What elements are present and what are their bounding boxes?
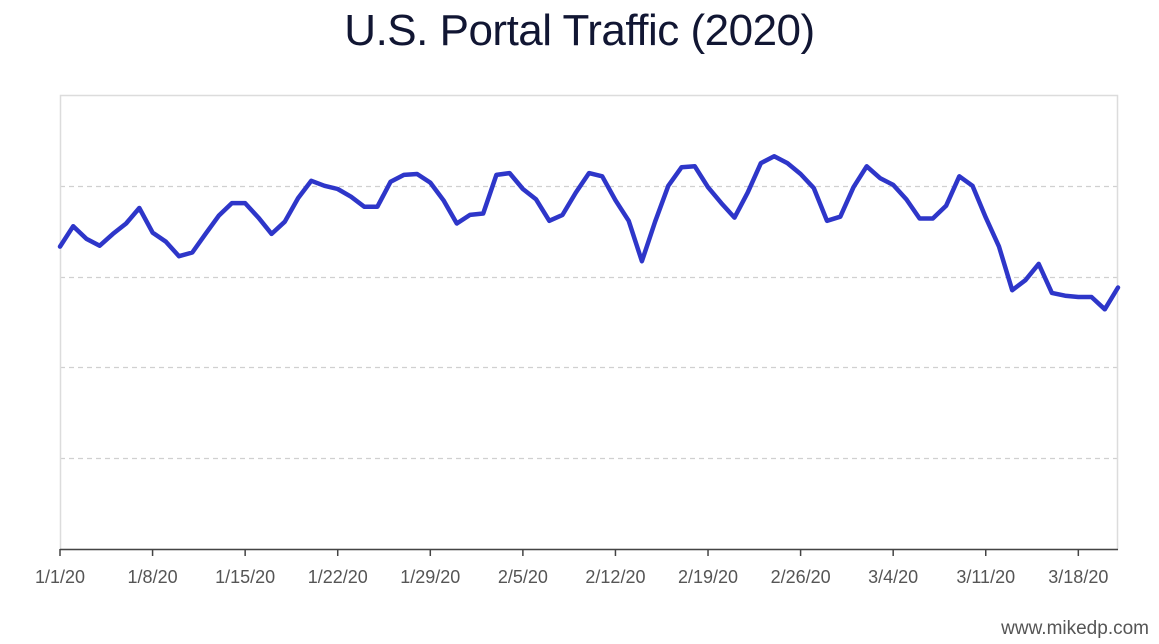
x-tick-label: 3/4/20: [868, 567, 918, 587]
plot-frame: [59, 94, 1119, 551]
x-tick-label: 1/15/20: [215, 567, 275, 587]
source-credit: www.mikedp.com: [1001, 618, 1149, 639]
x-tick-label: 1/22/20: [308, 567, 368, 587]
x-tick-label: 3/18/20: [1048, 567, 1108, 587]
x-tick-label: 1/8/20: [128, 567, 178, 587]
series-line-1: [57, 154, 1121, 312]
chart-title: U.S. Portal Traffic (2020): [344, 6, 815, 55]
x-tick-label: 2/12/20: [585, 567, 645, 587]
x-tick-label: 2/19/20: [678, 567, 738, 587]
x-axis-ticks: 1/1/20 1/8/20 1/15/20 1/22/20 1/29/20 2/5/20 2…: [35, 549, 1108, 587]
x-tick-label: 1/29/20: [400, 567, 460, 587]
x-tick-label: 3/11/20: [956, 567, 1015, 587]
x-tick-label: 2/5/20: [498, 567, 548, 587]
x-tick-label: 1/1/20: [35, 567, 85, 587]
x-tick-label: 2/26/20: [771, 567, 831, 587]
grid-layer: [60, 185, 1118, 460]
series-layer: [57, 154, 1121, 312]
